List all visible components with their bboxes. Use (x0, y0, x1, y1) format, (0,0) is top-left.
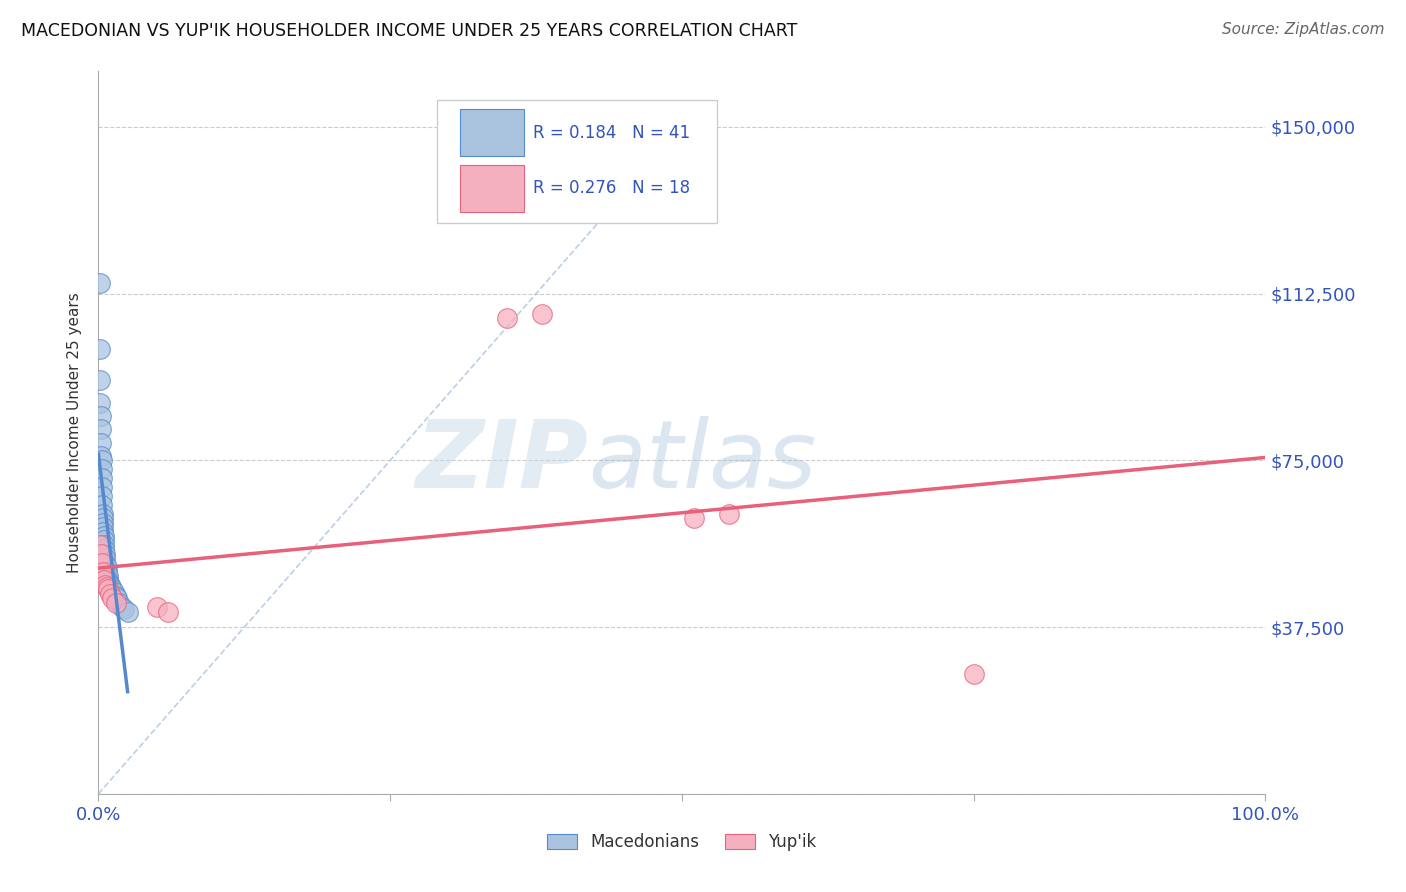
Point (90, 480, 112, 494)
Point (94, 551, 117, 566)
Point (94, 556, 117, 570)
Point (100, 580, 122, 594)
Point (89, 276, 111, 290)
Point (157, 605, 180, 619)
Text: ZIP: ZIP (416, 416, 589, 508)
Text: atlas: atlas (589, 416, 817, 507)
Text: R = 0.276   N = 18: R = 0.276 N = 18 (533, 179, 690, 197)
Point (103, 584, 125, 599)
FancyBboxPatch shape (460, 110, 524, 156)
Text: Source: ZipAtlas.com: Source: ZipAtlas.com (1222, 22, 1385, 37)
Point (962, 666, 984, 681)
Point (104, 589, 127, 603)
Point (90, 498, 112, 512)
Point (91, 520, 114, 534)
Point (94, 547, 117, 561)
Point (91, 507, 114, 521)
Point (90, 449, 112, 463)
Point (96, 560, 118, 574)
FancyBboxPatch shape (460, 165, 524, 212)
Point (94, 578, 117, 592)
Text: R = 0.184   N = 41: R = 0.184 N = 41 (533, 124, 690, 142)
Point (98, 578, 121, 592)
Y-axis label: Householder Income Under 25 years: Householder Income Under 25 years (67, 293, 83, 573)
Point (93, 542, 115, 557)
Point (104, 596, 127, 610)
Point (717, 507, 740, 521)
Point (90, 471, 112, 485)
Point (91, 565, 114, 579)
Point (96, 580, 118, 594)
Point (93, 529, 115, 543)
Point (96, 565, 118, 579)
Point (91, 524, 114, 539)
Point (97, 575, 120, 590)
Point (91, 516, 114, 530)
Point (101, 582, 124, 597)
Point (97, 574, 120, 588)
Point (97, 582, 120, 597)
Point (89, 538, 111, 552)
Point (101, 591, 124, 606)
Point (97, 569, 120, 583)
Point (90, 462, 112, 476)
Text: MACEDONIAN VS YUP'IK HOUSEHOLDER INCOME UNDER 25 YEARS CORRELATION CHART: MACEDONIAN VS YUP'IK HOUSEHOLDER INCOME … (21, 22, 797, 40)
Point (105, 591, 128, 606)
Point (530, 307, 553, 321)
Point (93, 533, 115, 548)
Point (91, 511, 114, 525)
FancyBboxPatch shape (437, 100, 717, 223)
Point (90, 453, 112, 467)
Point (89, 343, 111, 357)
Point (117, 605, 139, 619)
Point (93, 538, 115, 552)
Point (90, 435, 112, 450)
Point (89, 395, 111, 409)
Point (496, 311, 519, 326)
Point (90, 409, 112, 423)
Point (90, 422, 112, 436)
Point (112, 602, 135, 616)
Point (93, 574, 115, 588)
Point (108, 596, 131, 610)
Point (682, 511, 704, 525)
Point (111, 600, 134, 615)
Point (89, 373, 111, 387)
Point (90, 547, 112, 561)
Point (146, 600, 169, 615)
Point (90, 489, 112, 503)
Legend: Macedonians, Yup'ik: Macedonians, Yup'ik (541, 827, 823, 858)
Point (90, 556, 112, 570)
Point (98, 587, 121, 601)
